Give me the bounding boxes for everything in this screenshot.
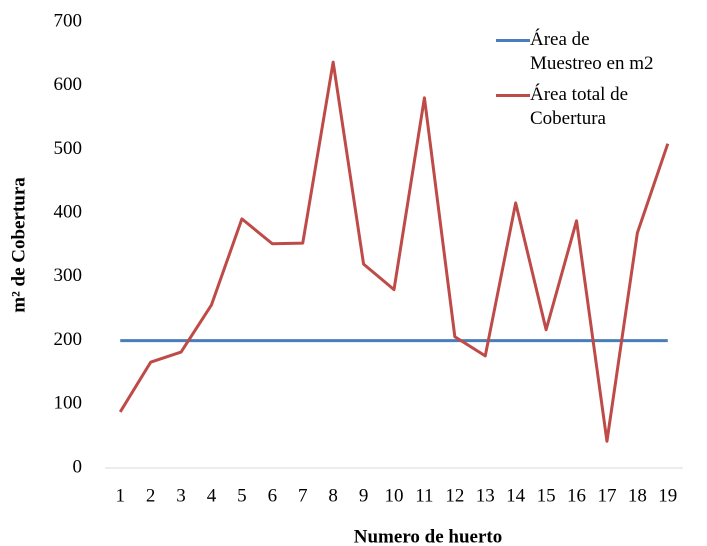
x-tick-label: 4 [207,485,217,506]
x-tick-label: 9 [359,485,369,506]
x-tick-label: 13 [476,485,495,506]
x-tick-label: 7 [298,485,308,506]
x-tick-label: 5 [237,485,247,506]
legend-item: Área de Muestreo en m2 [496,28,696,76]
series-line [118,60,670,443]
x-tick-label: 14 [506,485,526,506]
y-tick-label: 400 [54,202,83,223]
y-tick-label: 600 [54,74,83,95]
y-tick-label: 700 [54,10,83,31]
x-tick-label: 12 [445,485,464,506]
x-tick-label: 2 [146,485,156,506]
y-tick-label: 200 [54,329,83,350]
x-tick-label: 19 [658,485,677,506]
legend-label: Área total de Cobertura [530,84,629,129]
legend-swatch [496,94,530,97]
x-tick-label: 8 [328,485,338,506]
x-tick-label: 6 [268,485,278,506]
y-tick-label: 300 [54,265,83,286]
x-tick-label: 11 [415,485,433,506]
legend-swatch [496,39,530,42]
x-axis-label: Numero de huerto [354,526,502,546]
legend-item: Área total de Cobertura [496,83,696,131]
legend-label: Área de Muestreo en m2 [530,29,654,74]
y-tick-label: 0 [73,456,83,477]
x-tick-label: 16 [567,485,586,506]
x-tick-label: 15 [537,485,556,506]
x-tick-label: 10 [385,485,404,506]
y-tick-label: 100 [54,393,83,414]
x-tick-label: 17 [597,485,616,506]
y-axis-label: m² de Cobertura [8,177,29,313]
x-tick-label: 1 [115,485,125,506]
x-tick-label: 3 [176,485,186,506]
x-tick-label: 18 [628,485,647,506]
y-tick-label: 500 [54,138,83,159]
